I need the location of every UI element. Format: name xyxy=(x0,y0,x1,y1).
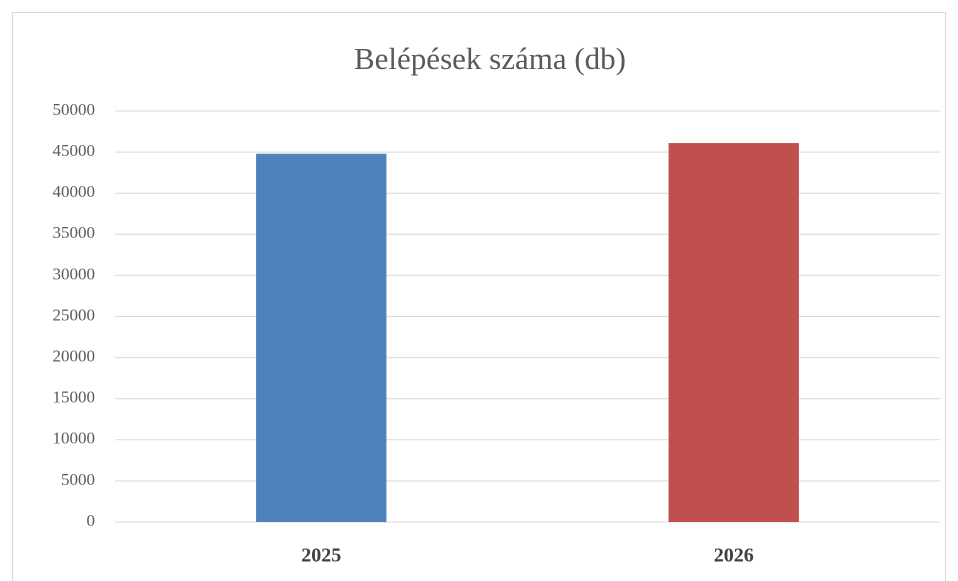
chart-border xyxy=(12,12,946,581)
bar xyxy=(668,143,799,523)
y-tick-label: 35000 xyxy=(53,223,96,242)
y-tick-label: 45000 xyxy=(53,141,96,160)
y-tick-label: 10000 xyxy=(53,429,96,448)
y-tick-label: 40000 xyxy=(53,182,96,201)
y-tick-label: 15000 xyxy=(53,388,96,407)
x-tick-label: 2026 xyxy=(714,545,754,567)
x-tick-label: 2025 xyxy=(301,545,341,567)
y-tick-label: 25000 xyxy=(53,305,96,324)
chart-title: Belépések száma (db) xyxy=(354,41,626,76)
y-tick-label: 20000 xyxy=(53,347,96,366)
bar xyxy=(256,153,387,522)
y-tick-label: 0 xyxy=(87,511,96,530)
y-tick-label: 30000 xyxy=(53,264,96,283)
y-tick-label: 50000 xyxy=(53,100,96,119)
y-tick-label: 5000 xyxy=(61,470,95,489)
